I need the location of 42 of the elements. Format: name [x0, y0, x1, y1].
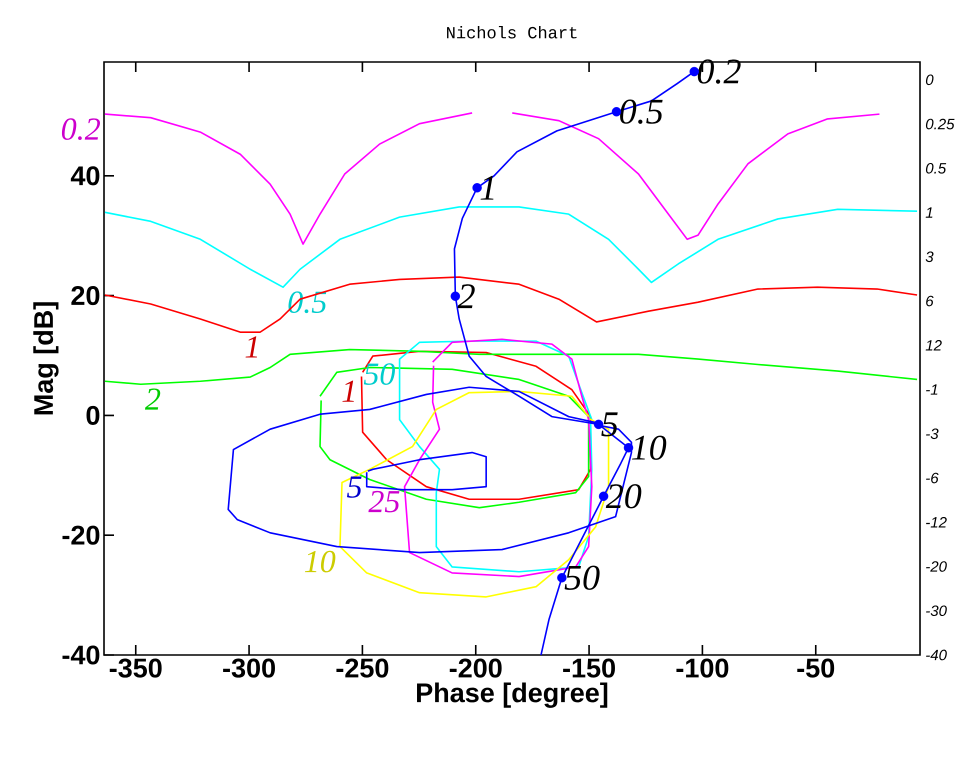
y-axis-title: Mag [dB] [33, 302, 59, 414]
x-tick-label: -150 [563, 658, 615, 678]
annotation: 50 [564, 566, 600, 590]
series-label: 5 [347, 476, 362, 498]
y-tick-label: 40 [70, 166, 100, 186]
text: -20 [926, 561, 947, 572]
text: -6 [926, 472, 939, 484]
y-tick-label: 20 [71, 286, 100, 306]
series-label: 2 [144, 388, 160, 410]
text: 6 [926, 296, 934, 306]
series-label: 25 [368, 490, 400, 512]
annotation: 2 [458, 284, 475, 308]
x-tick-label: -300 [223, 658, 275, 678]
x-tick-label: -100 [676, 658, 728, 678]
text: 0.25 [926, 118, 955, 130]
text: 0 [926, 74, 934, 86]
y-tick-label: -20 [62, 526, 100, 545]
annotation: 10 [632, 436, 666, 460]
text: 0.5 [926, 162, 946, 174]
x-tick-label: -200 [450, 658, 502, 678]
text: -3 [926, 428, 938, 440]
chart-title: Nichols Chart [447, 26, 577, 38]
x-tick-label: -50 [797, 658, 834, 678]
text: -1 [926, 384, 938, 395]
text: -40 [926, 650, 947, 660]
text: -12 [926, 517, 947, 528]
text: 12 [926, 340, 942, 351]
annotation: 1 [480, 176, 494, 200]
series-label: 1 [246, 336, 257, 358]
text: 1 [926, 207, 932, 218]
y-tick-label: 0 [86, 406, 100, 425]
series-label: 50 [364, 363, 395, 385]
x-tick-label: -250 [336, 658, 388, 678]
text: 3 [926, 251, 934, 262]
y-tick-label: -40 [62, 645, 100, 665]
x-axis-title: Phase [degree] [417, 682, 608, 708]
annotation: 0.5 [620, 100, 663, 124]
text: 1 [342, 380, 354, 402]
x-tick-label: -350 [110, 658, 162, 678]
text: -30 [926, 605, 947, 616]
series-label: 0.2 [62, 118, 100, 140]
series-label: 10 [304, 550, 336, 572]
